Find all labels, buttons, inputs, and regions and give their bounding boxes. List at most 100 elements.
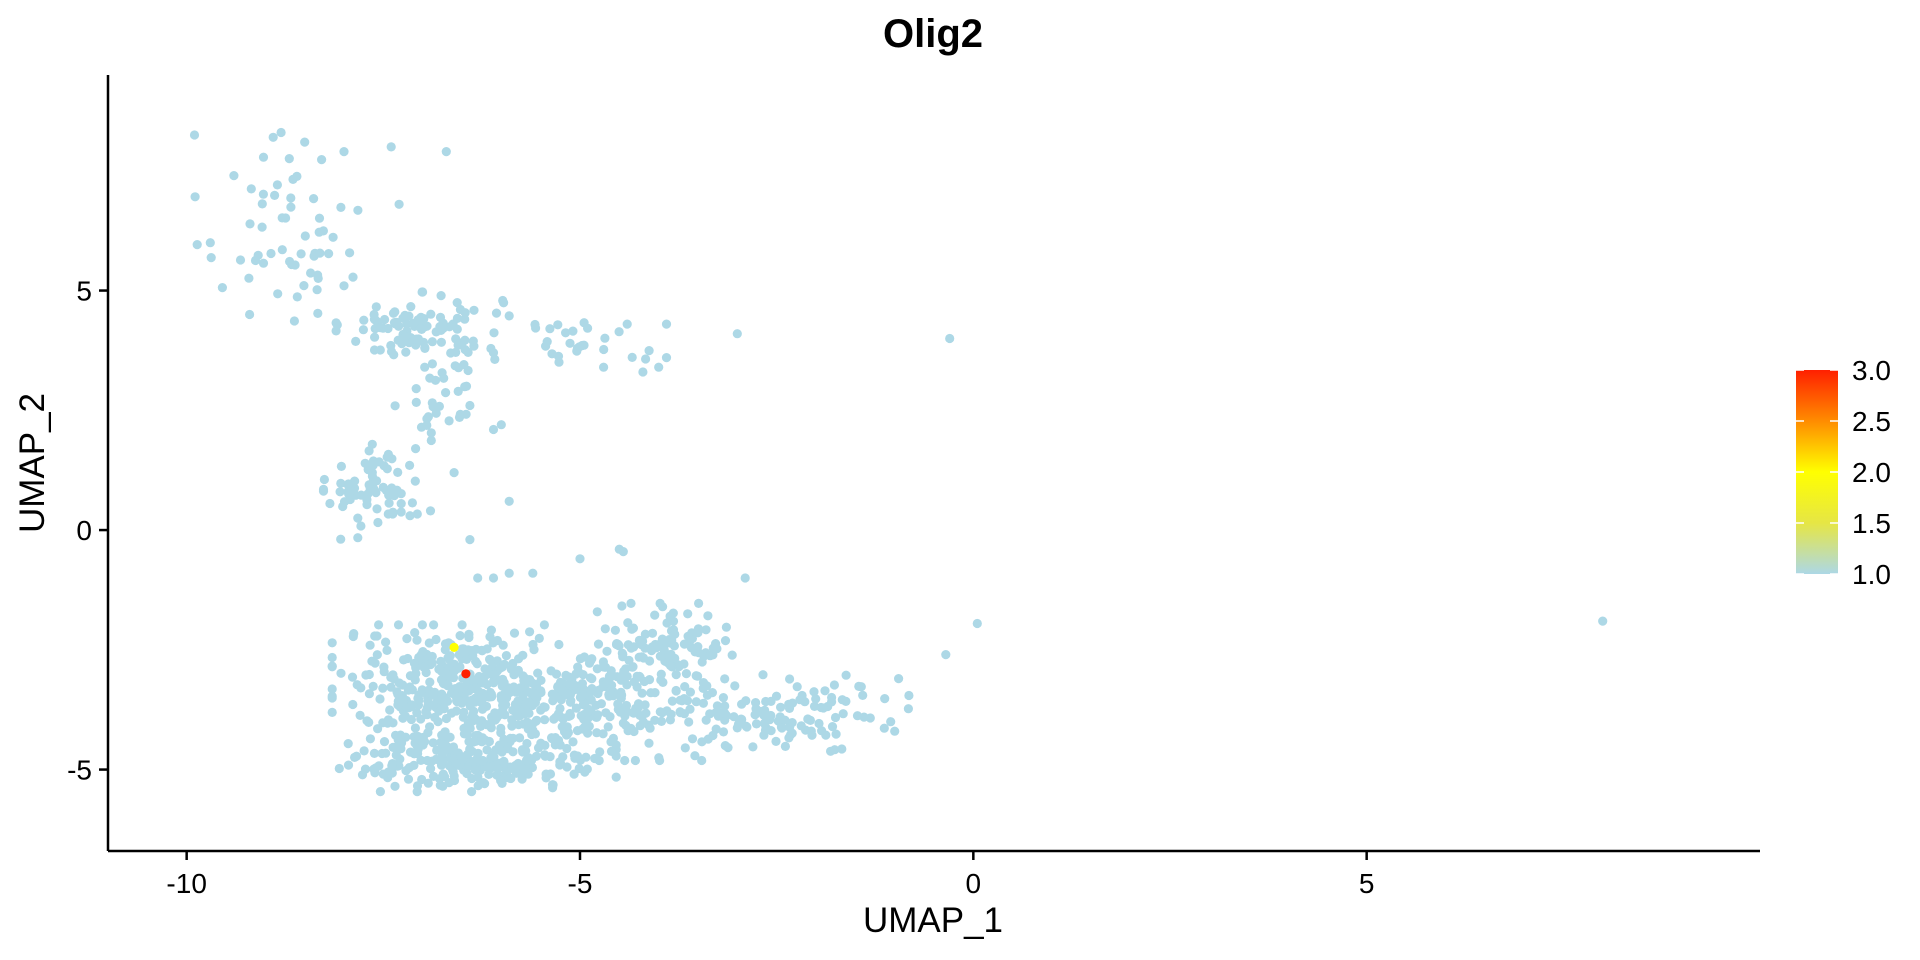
cell-point — [693, 642, 703, 652]
cell-point — [669, 641, 680, 651]
cell-point — [353, 205, 363, 215]
cell-point — [761, 709, 771, 720]
cell-point — [306, 268, 316, 278]
cell-point — [513, 665, 524, 676]
cell-point — [453, 663, 463, 674]
cell-point — [501, 651, 511, 661]
cell-point — [460, 688, 470, 699]
cell-point — [381, 637, 391, 647]
cell-point — [547, 349, 557, 359]
cell-point — [735, 715, 745, 726]
cell-point — [336, 202, 346, 212]
cell-point — [309, 194, 319, 204]
cell-point — [391, 750, 401, 760]
cell-point — [671, 686, 681, 696]
cell-point — [368, 681, 378, 692]
cell-point — [721, 622, 732, 632]
y-axis-label: UMAP_2 — [13, 393, 52, 533]
cell-point — [317, 155, 327, 165]
cell-point — [488, 348, 499, 358]
cell-point — [375, 694, 385, 704]
cell-point — [430, 375, 441, 385]
cell-point — [370, 332, 380, 342]
cell-point — [328, 232, 338, 242]
cell-point — [345, 248, 355, 258]
cell-point — [599, 344, 609, 355]
cell-point — [365, 734, 375, 744]
cell-point — [681, 669, 692, 679]
cell-point — [633, 699, 644, 709]
cell-point — [351, 336, 361, 346]
cell-point — [383, 509, 393, 519]
cell-point — [650, 610, 660, 620]
cell-point — [647, 646, 657, 656]
points-layer — [189, 127, 1608, 797]
cell-point — [393, 735, 403, 745]
cell-point — [385, 705, 395, 715]
cell-point — [820, 686, 830, 696]
cell-point — [556, 695, 566, 705]
cell-point — [661, 636, 671, 646]
cell-point — [439, 692, 449, 702]
expressing-cell-point — [449, 642, 459, 653]
cell-point — [496, 728, 506, 738]
cell-point — [412, 509, 422, 519]
cell-point — [364, 717, 374, 728]
cell-point — [353, 533, 363, 543]
cell-point — [314, 213, 325, 223]
cell-point — [520, 676, 530, 686]
cell-point — [444, 416, 454, 426]
cell-point — [336, 478, 346, 488]
cell-point — [614, 327, 624, 337]
cell-point — [393, 467, 403, 477]
cell-point — [407, 498, 417, 508]
cell-point — [656, 675, 666, 685]
cell-point — [480, 664, 490, 674]
cell-point — [685, 687, 696, 697]
cell-point — [427, 337, 437, 347]
cell-point — [504, 311, 514, 321]
cell-point — [420, 343, 430, 353]
cell-point — [472, 659, 482, 669]
cell-point — [831, 729, 841, 739]
cell-point — [358, 325, 368, 335]
cell-point — [258, 189, 268, 199]
cell-point — [525, 627, 535, 637]
cell-point — [319, 474, 329, 485]
cell-point — [478, 755, 488, 766]
cell-point — [785, 674, 795, 684]
cell-point — [579, 722, 590, 732]
cell-point — [364, 480, 374, 490]
cell-point — [671, 670, 681, 680]
cell-point — [336, 461, 346, 471]
cell-point — [399, 655, 409, 665]
cell-point — [666, 649, 676, 660]
cell-point — [617, 601, 627, 611]
cell-point — [365, 640, 375, 650]
cell-point — [610, 625, 621, 635]
cell-point — [553, 320, 563, 330]
cell-point — [410, 628, 420, 638]
cell-point — [364, 446, 374, 456]
cell-point — [565, 338, 575, 348]
cell-point — [702, 681, 712, 691]
cell-point — [644, 738, 654, 748]
cell-point — [453, 386, 463, 396]
cell-point — [776, 702, 786, 712]
cell-point — [452, 313, 462, 323]
cell-point — [286, 202, 296, 212]
cell-point — [701, 625, 711, 635]
cell-point — [519, 765, 529, 775]
legend-tick-label: 2.5 — [1852, 406, 1891, 437]
cell-point — [428, 690, 438, 700]
cell-point — [489, 678, 499, 688]
cell-point — [827, 697, 837, 707]
cell-point — [379, 737, 390, 747]
cell-point — [645, 723, 655, 733]
cell-point — [493, 764, 503, 774]
cell-point — [331, 326, 341, 336]
cell-point — [344, 489, 354, 499]
cell-point — [488, 573, 499, 583]
cell-point — [292, 292, 302, 302]
cell-point — [390, 781, 400, 791]
